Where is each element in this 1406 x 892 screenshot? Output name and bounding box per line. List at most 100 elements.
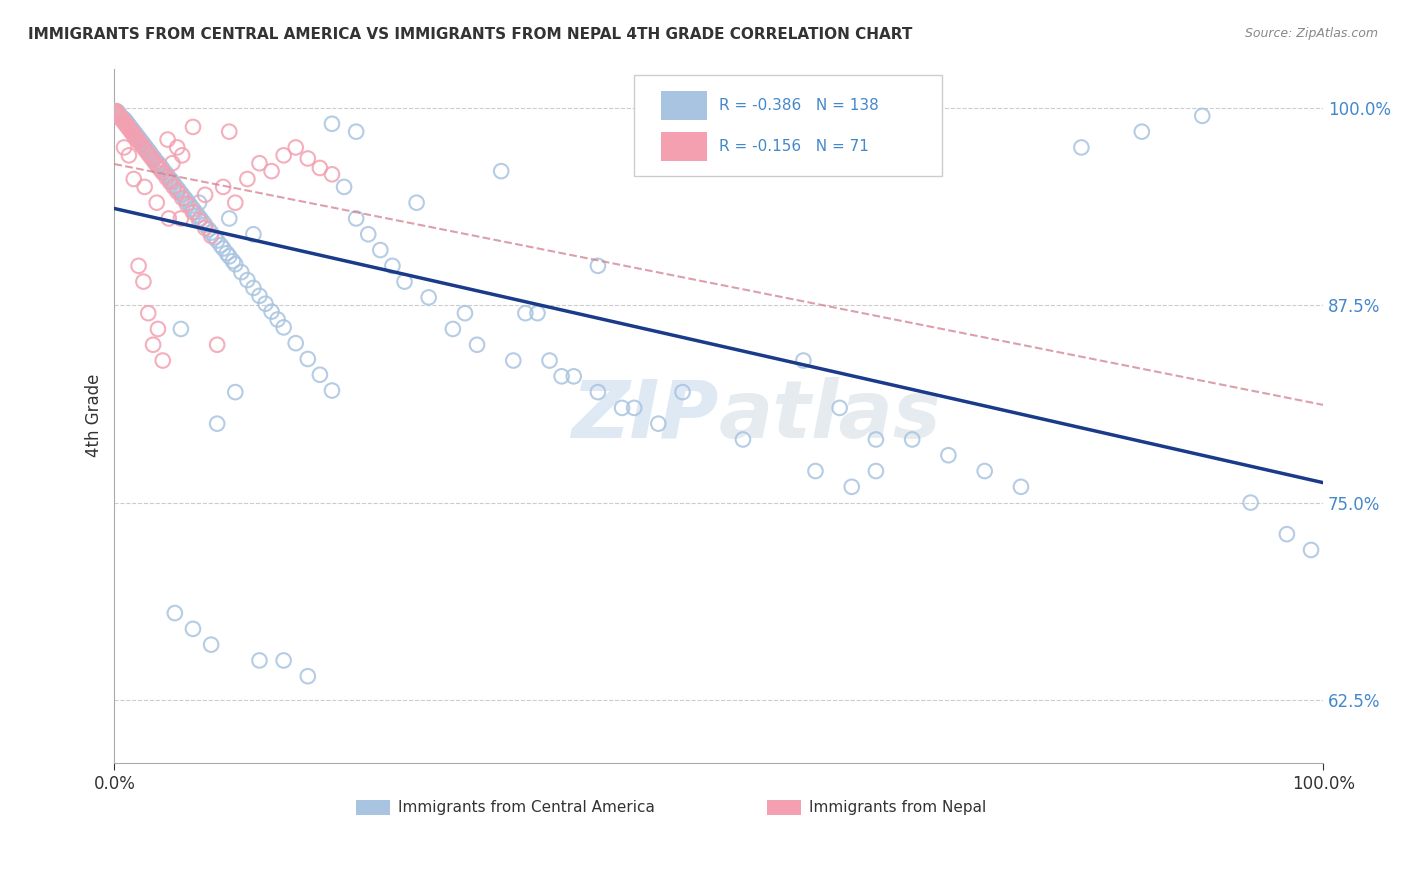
Point bbox=[731, 433, 754, 447]
Point bbox=[181, 120, 204, 134]
FancyBboxPatch shape bbox=[661, 91, 707, 120]
Point bbox=[205, 234, 228, 248]
Point bbox=[938, 448, 960, 462]
Point bbox=[441, 322, 464, 336]
Point bbox=[120, 120, 142, 134]
Point bbox=[117, 120, 139, 134]
Point bbox=[194, 187, 217, 202]
Text: Immigrants from Central America: Immigrants from Central America bbox=[398, 800, 655, 815]
Point bbox=[155, 170, 177, 185]
Point bbox=[502, 353, 524, 368]
Point bbox=[142, 150, 165, 164]
Point bbox=[159, 175, 181, 189]
Point bbox=[145, 154, 167, 169]
Point bbox=[1191, 109, 1213, 123]
Point bbox=[623, 401, 645, 415]
Point bbox=[181, 622, 204, 636]
Point bbox=[1239, 495, 1261, 509]
Point bbox=[120, 121, 142, 136]
Point bbox=[333, 180, 356, 194]
Point bbox=[841, 480, 863, 494]
Point bbox=[114, 117, 136, 131]
Point bbox=[157, 211, 180, 226]
Point bbox=[172, 187, 194, 202]
Point bbox=[381, 259, 404, 273]
Point bbox=[194, 221, 217, 235]
Point bbox=[114, 113, 136, 128]
Point bbox=[224, 195, 246, 210]
Point bbox=[118, 148, 141, 162]
Point bbox=[218, 125, 240, 139]
Point bbox=[128, 259, 150, 273]
Point bbox=[865, 433, 887, 447]
Point bbox=[828, 401, 851, 415]
Point bbox=[105, 104, 128, 119]
Point bbox=[242, 281, 264, 295]
Point bbox=[167, 183, 190, 197]
Point bbox=[194, 218, 217, 232]
Point bbox=[357, 227, 380, 242]
Point bbox=[901, 433, 924, 447]
Point bbox=[104, 104, 127, 119]
Point bbox=[166, 181, 188, 195]
Point bbox=[454, 306, 477, 320]
Point bbox=[146, 322, 169, 336]
Point bbox=[321, 384, 343, 398]
Point bbox=[212, 180, 235, 194]
Text: ZIP: ZIP bbox=[571, 376, 718, 455]
Point bbox=[160, 173, 183, 187]
Point bbox=[191, 214, 214, 228]
Point bbox=[143, 152, 166, 166]
Point bbox=[177, 195, 200, 210]
Point bbox=[121, 123, 143, 137]
Point bbox=[155, 167, 177, 181]
Point bbox=[166, 140, 188, 154]
Point bbox=[105, 105, 128, 120]
FancyBboxPatch shape bbox=[634, 76, 942, 177]
Point bbox=[187, 208, 209, 222]
Point bbox=[132, 137, 155, 152]
Point bbox=[242, 227, 264, 242]
Point bbox=[260, 164, 283, 178]
Point bbox=[117, 117, 139, 131]
Point bbox=[273, 653, 295, 667]
Point bbox=[162, 156, 184, 170]
Point bbox=[489, 164, 512, 178]
Point bbox=[128, 134, 150, 148]
Point bbox=[1130, 125, 1153, 139]
Point bbox=[153, 166, 176, 180]
Text: Source: ZipAtlas.com: Source: ZipAtlas.com bbox=[1244, 27, 1378, 40]
Point bbox=[152, 162, 174, 177]
Point bbox=[586, 385, 609, 400]
Point bbox=[309, 161, 332, 175]
FancyBboxPatch shape bbox=[356, 800, 389, 815]
Point bbox=[139, 150, 162, 164]
Text: IMMIGRANTS FROM CENTRAL AMERICA VS IMMIGRANTS FROM NEPAL 4TH GRADE CORRELATION C: IMMIGRANTS FROM CENTRAL AMERICA VS IMMIG… bbox=[28, 27, 912, 42]
Point bbox=[254, 296, 277, 310]
Point bbox=[173, 191, 195, 205]
FancyBboxPatch shape bbox=[661, 132, 707, 161]
Point bbox=[172, 191, 194, 205]
Point bbox=[127, 132, 149, 146]
Point bbox=[129, 137, 152, 152]
Point bbox=[218, 211, 240, 226]
Point bbox=[231, 265, 253, 279]
Point bbox=[115, 119, 138, 133]
Point bbox=[163, 606, 186, 620]
Point bbox=[122, 128, 145, 142]
Point bbox=[124, 126, 146, 140]
Point bbox=[188, 195, 211, 210]
Point bbox=[720, 132, 742, 146]
Point bbox=[139, 146, 162, 161]
FancyBboxPatch shape bbox=[768, 800, 801, 815]
Point bbox=[129, 134, 152, 148]
Point bbox=[205, 417, 228, 431]
Point bbox=[370, 243, 392, 257]
Point bbox=[273, 148, 295, 162]
Text: R = -0.386   N = 138: R = -0.386 N = 138 bbox=[718, 98, 879, 112]
Point bbox=[176, 197, 198, 211]
Point bbox=[610, 401, 633, 415]
Point bbox=[149, 162, 172, 177]
Point bbox=[132, 275, 155, 289]
Point bbox=[156, 169, 179, 183]
